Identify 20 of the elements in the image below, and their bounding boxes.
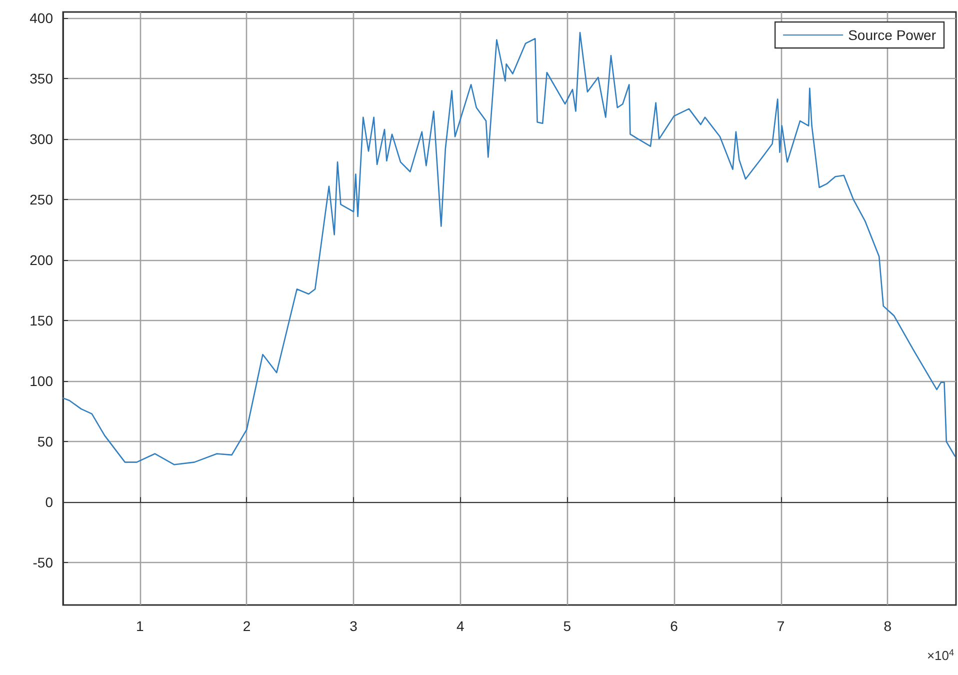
y-tick-label: 250 [30,192,54,208]
legend-label: Source Power [848,27,936,43]
y-tick-label: 200 [30,252,54,268]
y-tick-label: -50 [32,554,54,571]
x-tick-label: 2 [242,618,251,634]
x-tick-label: 1 [136,618,144,634]
x-tick-label: 3 [350,618,358,634]
y-tick-label: 150 [30,312,54,329]
y-tick-label: 300 [30,131,54,148]
x-tick-label: 6 [670,618,678,634]
y-tick-label: 0 [45,494,54,510]
y-tick-label: 350 [30,70,54,87]
y-tick-label: 400 [30,10,54,26]
x-tick-label: 5 [563,618,572,634]
y-tick-label: 100 [30,373,54,390]
line-series [62,32,956,466]
y-tick-label: 50 [37,434,54,450]
x-tick-label: 8 [884,618,892,634]
x-tick-label: 4 [456,618,464,634]
x-tick-label: 7 [776,618,785,634]
